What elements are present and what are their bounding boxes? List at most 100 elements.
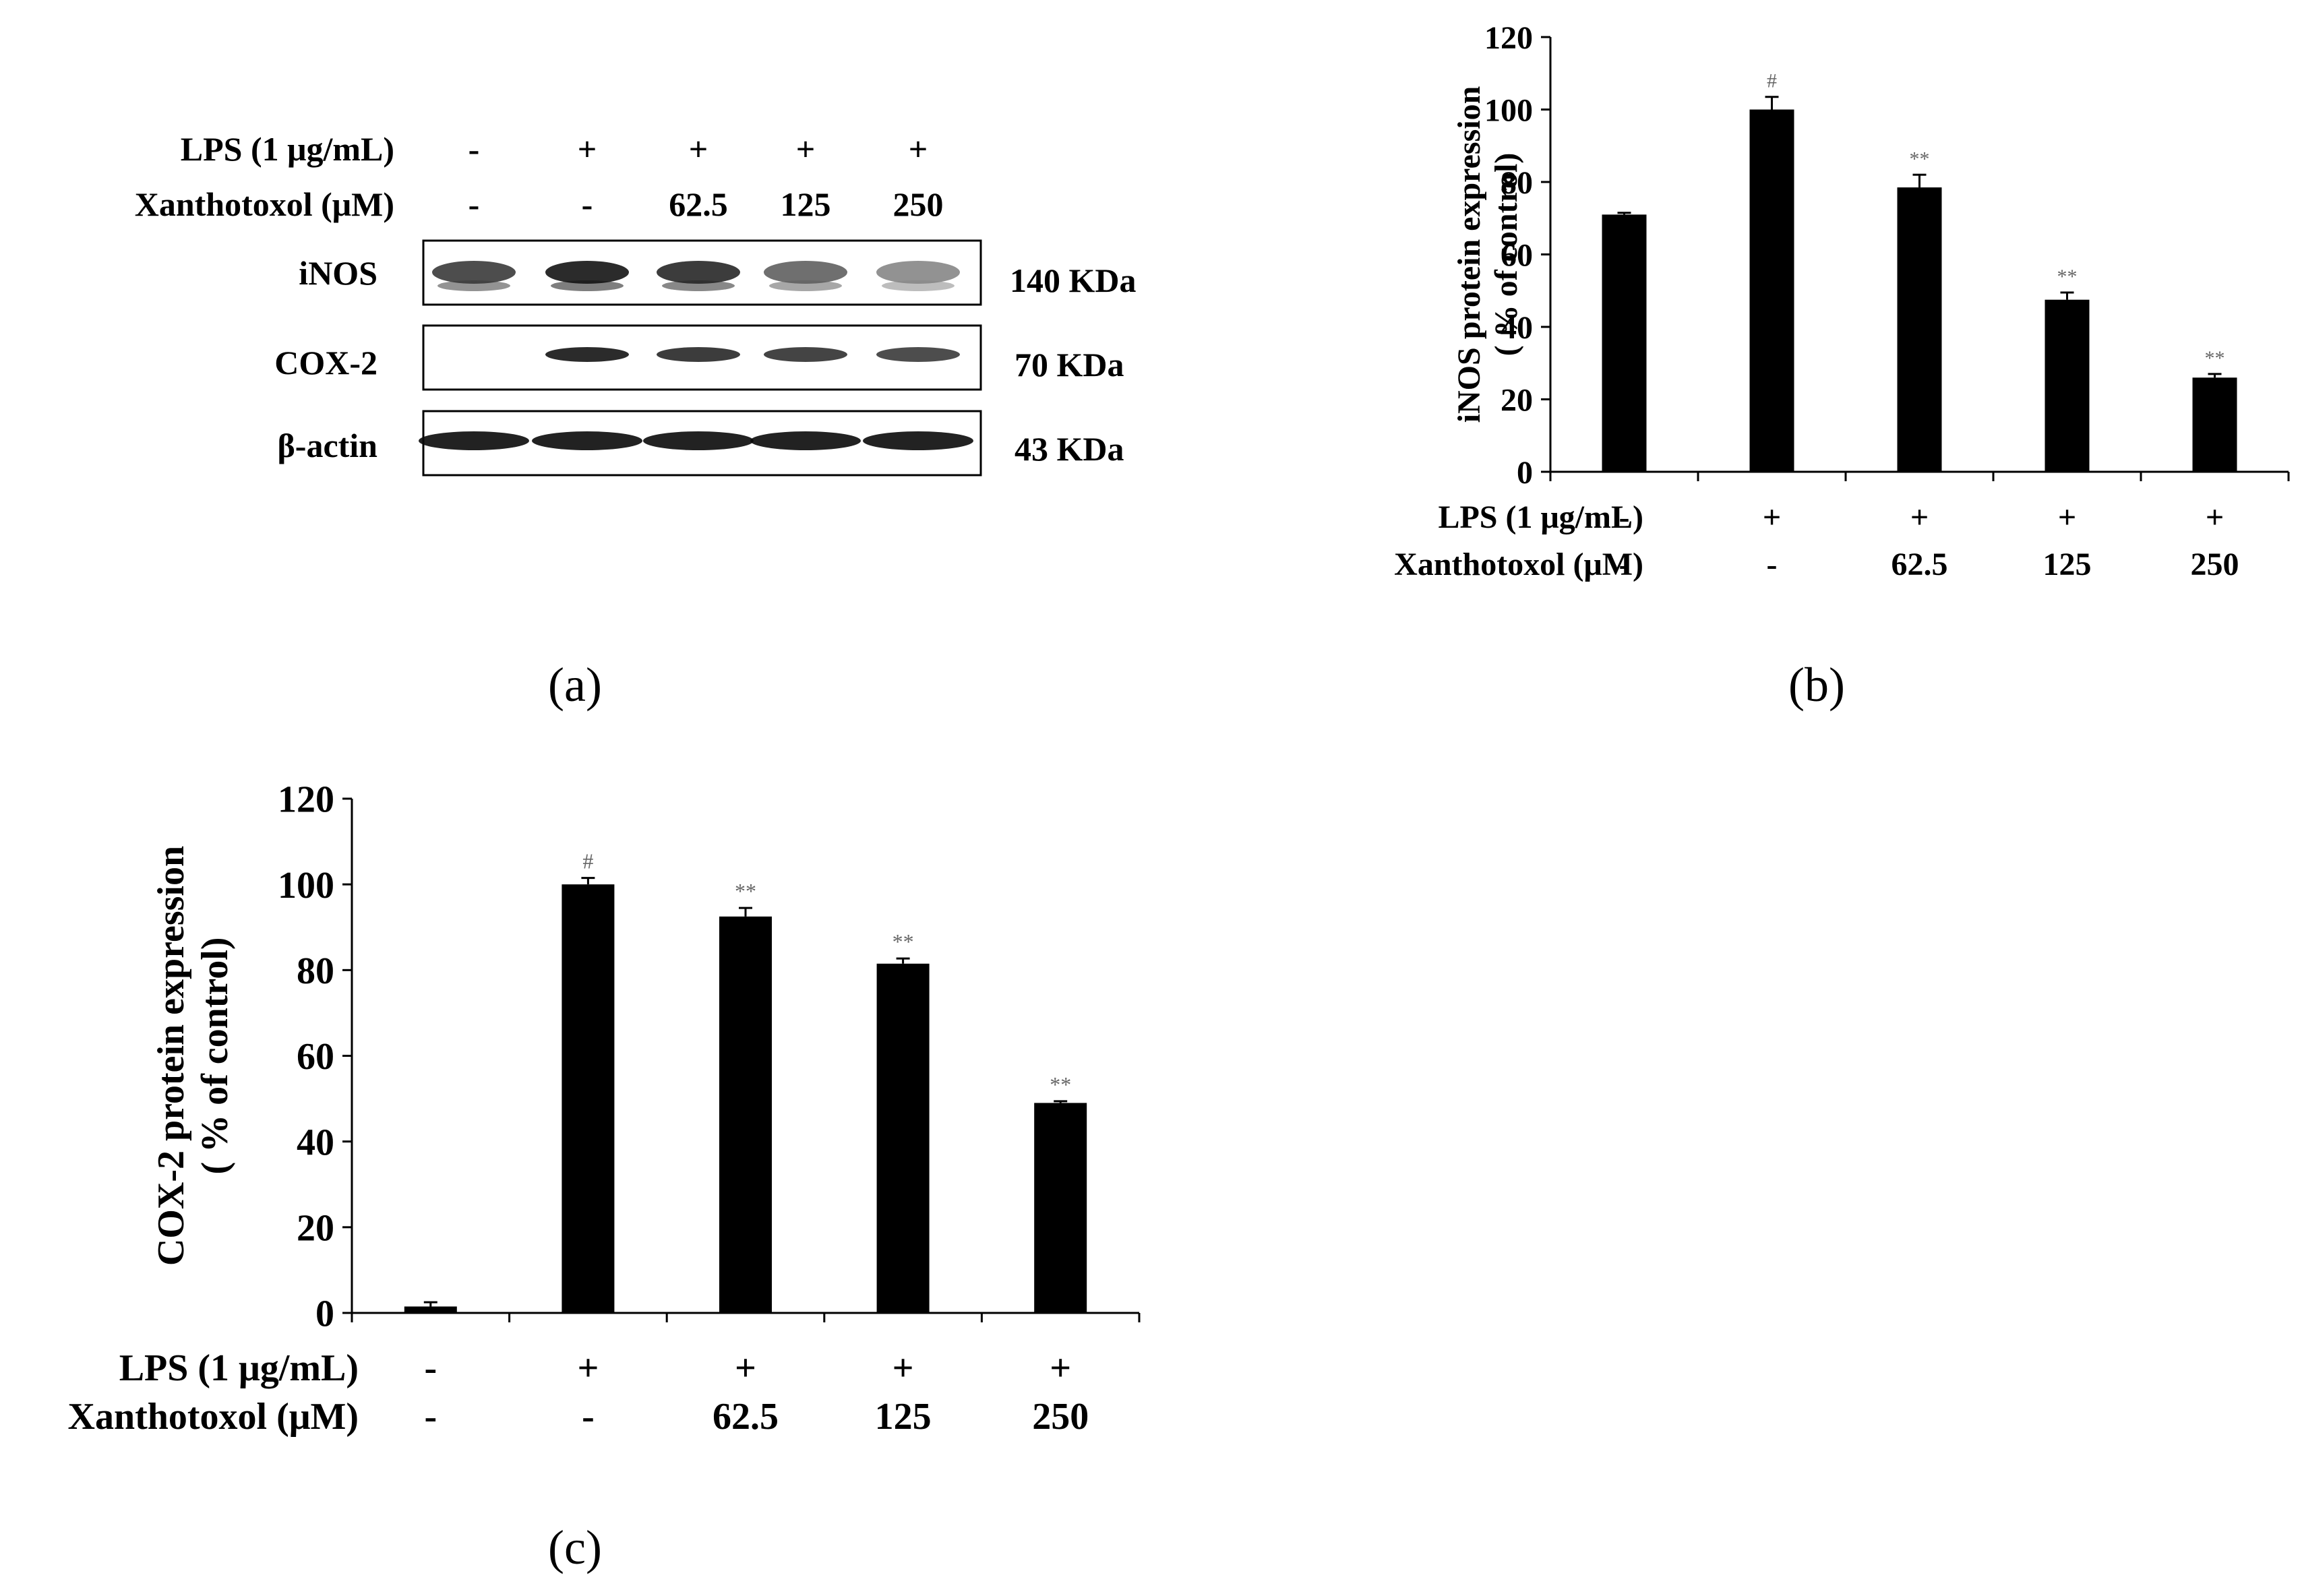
blot-band <box>657 347 740 362</box>
bar <box>562 884 615 1313</box>
xanthotoxol-category-value: - <box>424 1396 437 1438</box>
lps-category-value: + <box>892 1347 914 1389</box>
lps-lane-value: - <box>468 130 480 168</box>
panel-label-c: (c) <box>548 1521 602 1574</box>
lps-category-value: + <box>735 1347 756 1389</box>
bar <box>2192 377 2237 472</box>
blot-bands-inos <box>432 261 960 291</box>
bar <box>1897 187 1942 472</box>
lps-category-value: + <box>577 1347 599 1389</box>
lps-category-value: + <box>2206 499 2224 535</box>
chart-b-lps-row-header: LPS (1 μg/mL) <box>1438 499 1643 535</box>
significance-mark: ** <box>1050 1072 1071 1097</box>
bar <box>1034 1103 1087 1313</box>
blot-bands-cox2 <box>545 347 960 362</box>
blot-band <box>876 261 960 284</box>
lps-lane-value: + <box>578 130 597 168</box>
xanthotoxol-category-value: 62.5 <box>713 1396 779 1438</box>
lps-lane-value: + <box>909 130 928 168</box>
y-tick-label: 100 <box>1484 92 1533 128</box>
blot-band <box>419 431 529 450</box>
y-tick-label: 40 <box>297 1122 334 1163</box>
chart-b-inos: iNOS protein expression ( % of control) … <box>1394 20 2290 712</box>
blot-band <box>657 261 740 284</box>
xanthotoxol-lane-value: - <box>582 185 593 223</box>
blot-kda-inos: 140 KDa <box>1010 262 1137 299</box>
blot-band-lower <box>437 280 510 291</box>
xanthotoxol-treatment-row: - - 62.5 125 250 <box>468 185 944 223</box>
lps-category-value: + <box>2058 499 2076 535</box>
lps-category-value: - <box>1619 499 1630 535</box>
lps-row-header: LPS (1 μg/mL) <box>181 130 394 168</box>
blot-band <box>432 261 516 284</box>
blot-kda-cox2: 70 KDa <box>1015 346 1124 383</box>
y-tick-label: 20 <box>1501 382 1533 418</box>
blot-band <box>545 347 629 362</box>
chart-b-xanthotoxol-row-header: Xanthotoxol (μM) <box>1394 547 1643 582</box>
blot-band <box>532 431 642 450</box>
blot-band-lower <box>662 280 735 291</box>
blot-label-cox2: COX-2 <box>274 344 377 381</box>
blot-band <box>764 347 847 362</box>
y-tick-label: 100 <box>278 865 334 907</box>
xanthotoxol-lane-value: 250 <box>893 185 944 223</box>
significance-mark: ** <box>892 929 914 954</box>
blot-band <box>545 261 629 284</box>
significance-mark: ** <box>735 879 756 903</box>
chart-b-ylabel-line2: ( % of control) <box>1488 153 1524 357</box>
chart-c-xanthotoxol-row-header: Xanthotoxol (μM) <box>68 1396 359 1438</box>
y-tick-label: 80 <box>297 950 334 992</box>
lps-category-value: + <box>1763 499 1781 535</box>
bar <box>876 963 930 1313</box>
xanthotoxol-category-value: - <box>1619 547 1630 582</box>
blot-kda-beta-actin: 43 KDa <box>1015 430 1124 468</box>
blot-band <box>764 261 847 284</box>
xanthotoxol-category-value: 125 <box>2043 547 2092 582</box>
chart-c-ylabel-line2: ( % of control) <box>194 938 236 1175</box>
blot-band <box>750 431 861 450</box>
xanthotoxol-category-value: 125 <box>875 1396 932 1438</box>
y-tick-label: 60 <box>1501 237 1533 273</box>
panel-a-western-blot: LPS (1 μg/mL) Xanthotoxol (μM) - + + + + - - 6… <box>135 130 1137 712</box>
y-tick-label: 40 <box>1501 310 1533 346</box>
chart-c-cox2: COX-2 protein expression ( % of control)… <box>68 779 1141 1574</box>
blot-band <box>863 431 973 450</box>
lps-lane-value: + <box>689 130 708 168</box>
blot-label-beta-actin: β-actin <box>277 427 377 464</box>
xanthotoxol-category-value: - <box>582 1396 595 1438</box>
lps-category-value: + <box>1910 499 1929 535</box>
lps-lane-value: + <box>796 130 816 168</box>
lps-category-value: + <box>1050 1347 1071 1389</box>
xanthotoxol-lane-value: - <box>468 185 480 223</box>
blot-band-lower <box>551 280 624 291</box>
bar <box>1749 109 1794 472</box>
xanthotoxol-row-header: Xanthotoxol (μM) <box>135 185 394 223</box>
xanthotoxol-lane-value: 125 <box>781 185 831 223</box>
panel-label-a: (a) <box>548 658 602 712</box>
blot-band-lower <box>882 280 955 291</box>
lps-category-value: - <box>424 1347 437 1389</box>
significance-mark: ** <box>1910 148 1930 170</box>
xanthotoxol-category-value: 62.5 <box>1892 547 1948 582</box>
blot-bands-beta-actin <box>419 431 973 450</box>
blot-band <box>643 431 754 450</box>
y-tick-label: 80 <box>1501 165 1533 201</box>
bar <box>2045 299 2090 472</box>
significance-mark: ** <box>2205 347 2225 369</box>
y-tick-label: 0 <box>1517 455 1533 491</box>
xanthotoxol-category-value: 250 <box>1032 1396 1089 1438</box>
xanthotoxol-category-value: 250 <box>2191 547 2239 582</box>
panel-label-b: (b) <box>1788 658 1845 712</box>
y-tick-label: 120 <box>1484 20 1533 56</box>
bar <box>1602 214 1647 472</box>
y-tick-label: 60 <box>297 1036 334 1078</box>
significance-mark: # <box>1767 70 1777 92</box>
lps-treatment-row: - + + + + <box>468 130 928 168</box>
blot-band-lower <box>769 280 842 291</box>
chart-c-lps-row-header: LPS (1 μg/mL) <box>119 1347 359 1389</box>
y-tick-label: 120 <box>278 779 334 821</box>
y-tick-label: 20 <box>297 1207 334 1249</box>
xanthotoxol-lane-value: 62.5 <box>669 185 728 223</box>
chart-b-ylabel-line1: iNOS protein expression <box>1451 86 1487 423</box>
bar <box>719 916 772 1313</box>
